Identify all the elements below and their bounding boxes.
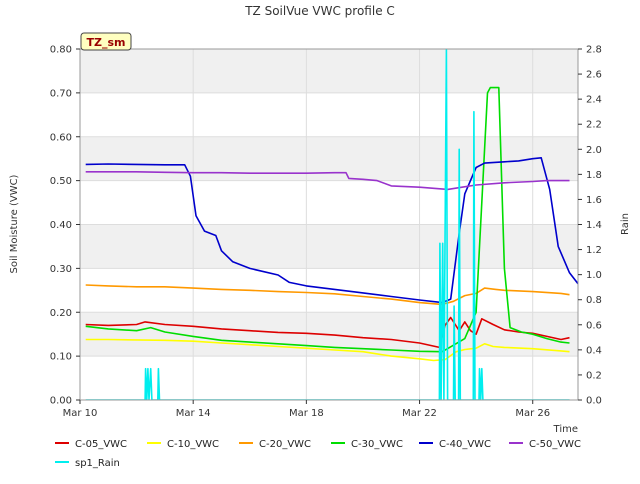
y2-tick-label: 1.4 <box>586 220 602 231</box>
series-line-c-50-vwc <box>85 171 570 191</box>
legend-item-sp1-rain: sp1_Rain <box>55 458 120 469</box>
y-tick-label: 0.10 <box>50 352 72 363</box>
y-tick-label: 0.80 <box>50 45 72 56</box>
y2-axis-label: Rain <box>620 213 631 235</box>
x-tick-label: Mar 14 <box>176 408 211 419</box>
x-tick-label: Mar 26 <box>515 408 550 419</box>
y2-tick-label: 1.6 <box>586 195 602 206</box>
series-line-c-40-vwc <box>85 157 578 304</box>
x-axis-label: Time <box>553 424 578 435</box>
grid-band <box>80 49 578 93</box>
chart-badge-label: TZ_sm <box>87 36 126 49</box>
y-tick-label: 0.60 <box>50 132 72 143</box>
y2-tick-label: 0.4 <box>586 345 602 356</box>
grid-lines <box>79 48 578 401</box>
chart-badge: TZ_sm <box>80 32 132 51</box>
y-tick-label: 0.40 <box>50 220 72 231</box>
legend-label: C-30_VWC <box>351 439 403 450</box>
legend-label: C-10_VWC <box>167 439 219 450</box>
legend-label: sp1_Rain <box>75 458 120 469</box>
y-tick-label: 0.50 <box>50 176 72 187</box>
x-tick-label: Mar 18 <box>289 408 324 419</box>
legend-item-c-10-vwc: C-10_VWC <box>147 439 219 450</box>
alternating-bands <box>80 49 578 357</box>
legend-item-c-05-vwc: C-05_VWC <box>55 439 127 450</box>
legend-label: C-40_VWC <box>439 439 491 450</box>
y2-tick-label: 2.8 <box>586 45 602 56</box>
axes: 0.00 0.10 0.20 0.30 0.40 0.50 0.60 0.70 0.80 0.0 0… <box>50 45 602 420</box>
y2-tick-label: 1.0 <box>586 270 602 281</box>
legend-label: C-50_VWC <box>529 439 581 450</box>
series-line-c-20-vwc <box>85 284 570 306</box>
chart-title: TZ SoilVue VWC profile C <box>244 4 395 18</box>
series-layer <box>85 49 578 400</box>
y2-tick-label: 1.2 <box>586 245 602 256</box>
y-tick-label: 0.20 <box>50 308 72 319</box>
y2-tick-label: 0.2 <box>586 370 602 381</box>
y2-tick-label: 2.2 <box>586 120 602 131</box>
y2-tick-label: 1.8 <box>586 170 602 181</box>
legend-item-c-50-vwc: C-50_VWC <box>509 439 581 450</box>
x-tick-label: Mar 10 <box>63 408 98 419</box>
y2-tick-label: 2.0 <box>586 145 602 156</box>
y2-tick-label: 0.6 <box>586 320 602 331</box>
y-tick-label: 0.30 <box>50 264 72 275</box>
y2-tick-label: 0.8 <box>586 295 602 306</box>
legend-item-c-40-vwc: C-40_VWC <box>419 439 491 450</box>
series-line-c-10-vwc <box>85 338 570 362</box>
y2-tick-label: 2.6 <box>586 70 602 81</box>
grid-band <box>80 224 578 269</box>
y-axis-label: Soil Moisture (VWC) <box>9 174 20 273</box>
legend-item-c-30-vwc: C-30_VWC <box>331 439 403 450</box>
y-tick-label: 0.00 <box>50 396 72 407</box>
legend-item-c-20-vwc: C-20_VWC <box>239 439 311 450</box>
legend: C-05_VWC C-10_VWC C-20_VWC C-30_VWC C-40_VWC… <box>55 439 581 469</box>
y2-tick-label: 2.4 <box>586 95 602 106</box>
series-line-sp1-rain <box>85 49 570 400</box>
y-tick-label: 0.70 <box>50 88 72 99</box>
legend-label: C-05_VWC <box>75 439 127 450</box>
x-tick-label: Mar 22 <box>402 408 437 419</box>
legend-label: C-20_VWC <box>259 439 311 450</box>
y2-tick-label: 0.0 <box>586 396 602 407</box>
grid-band <box>80 136 578 181</box>
